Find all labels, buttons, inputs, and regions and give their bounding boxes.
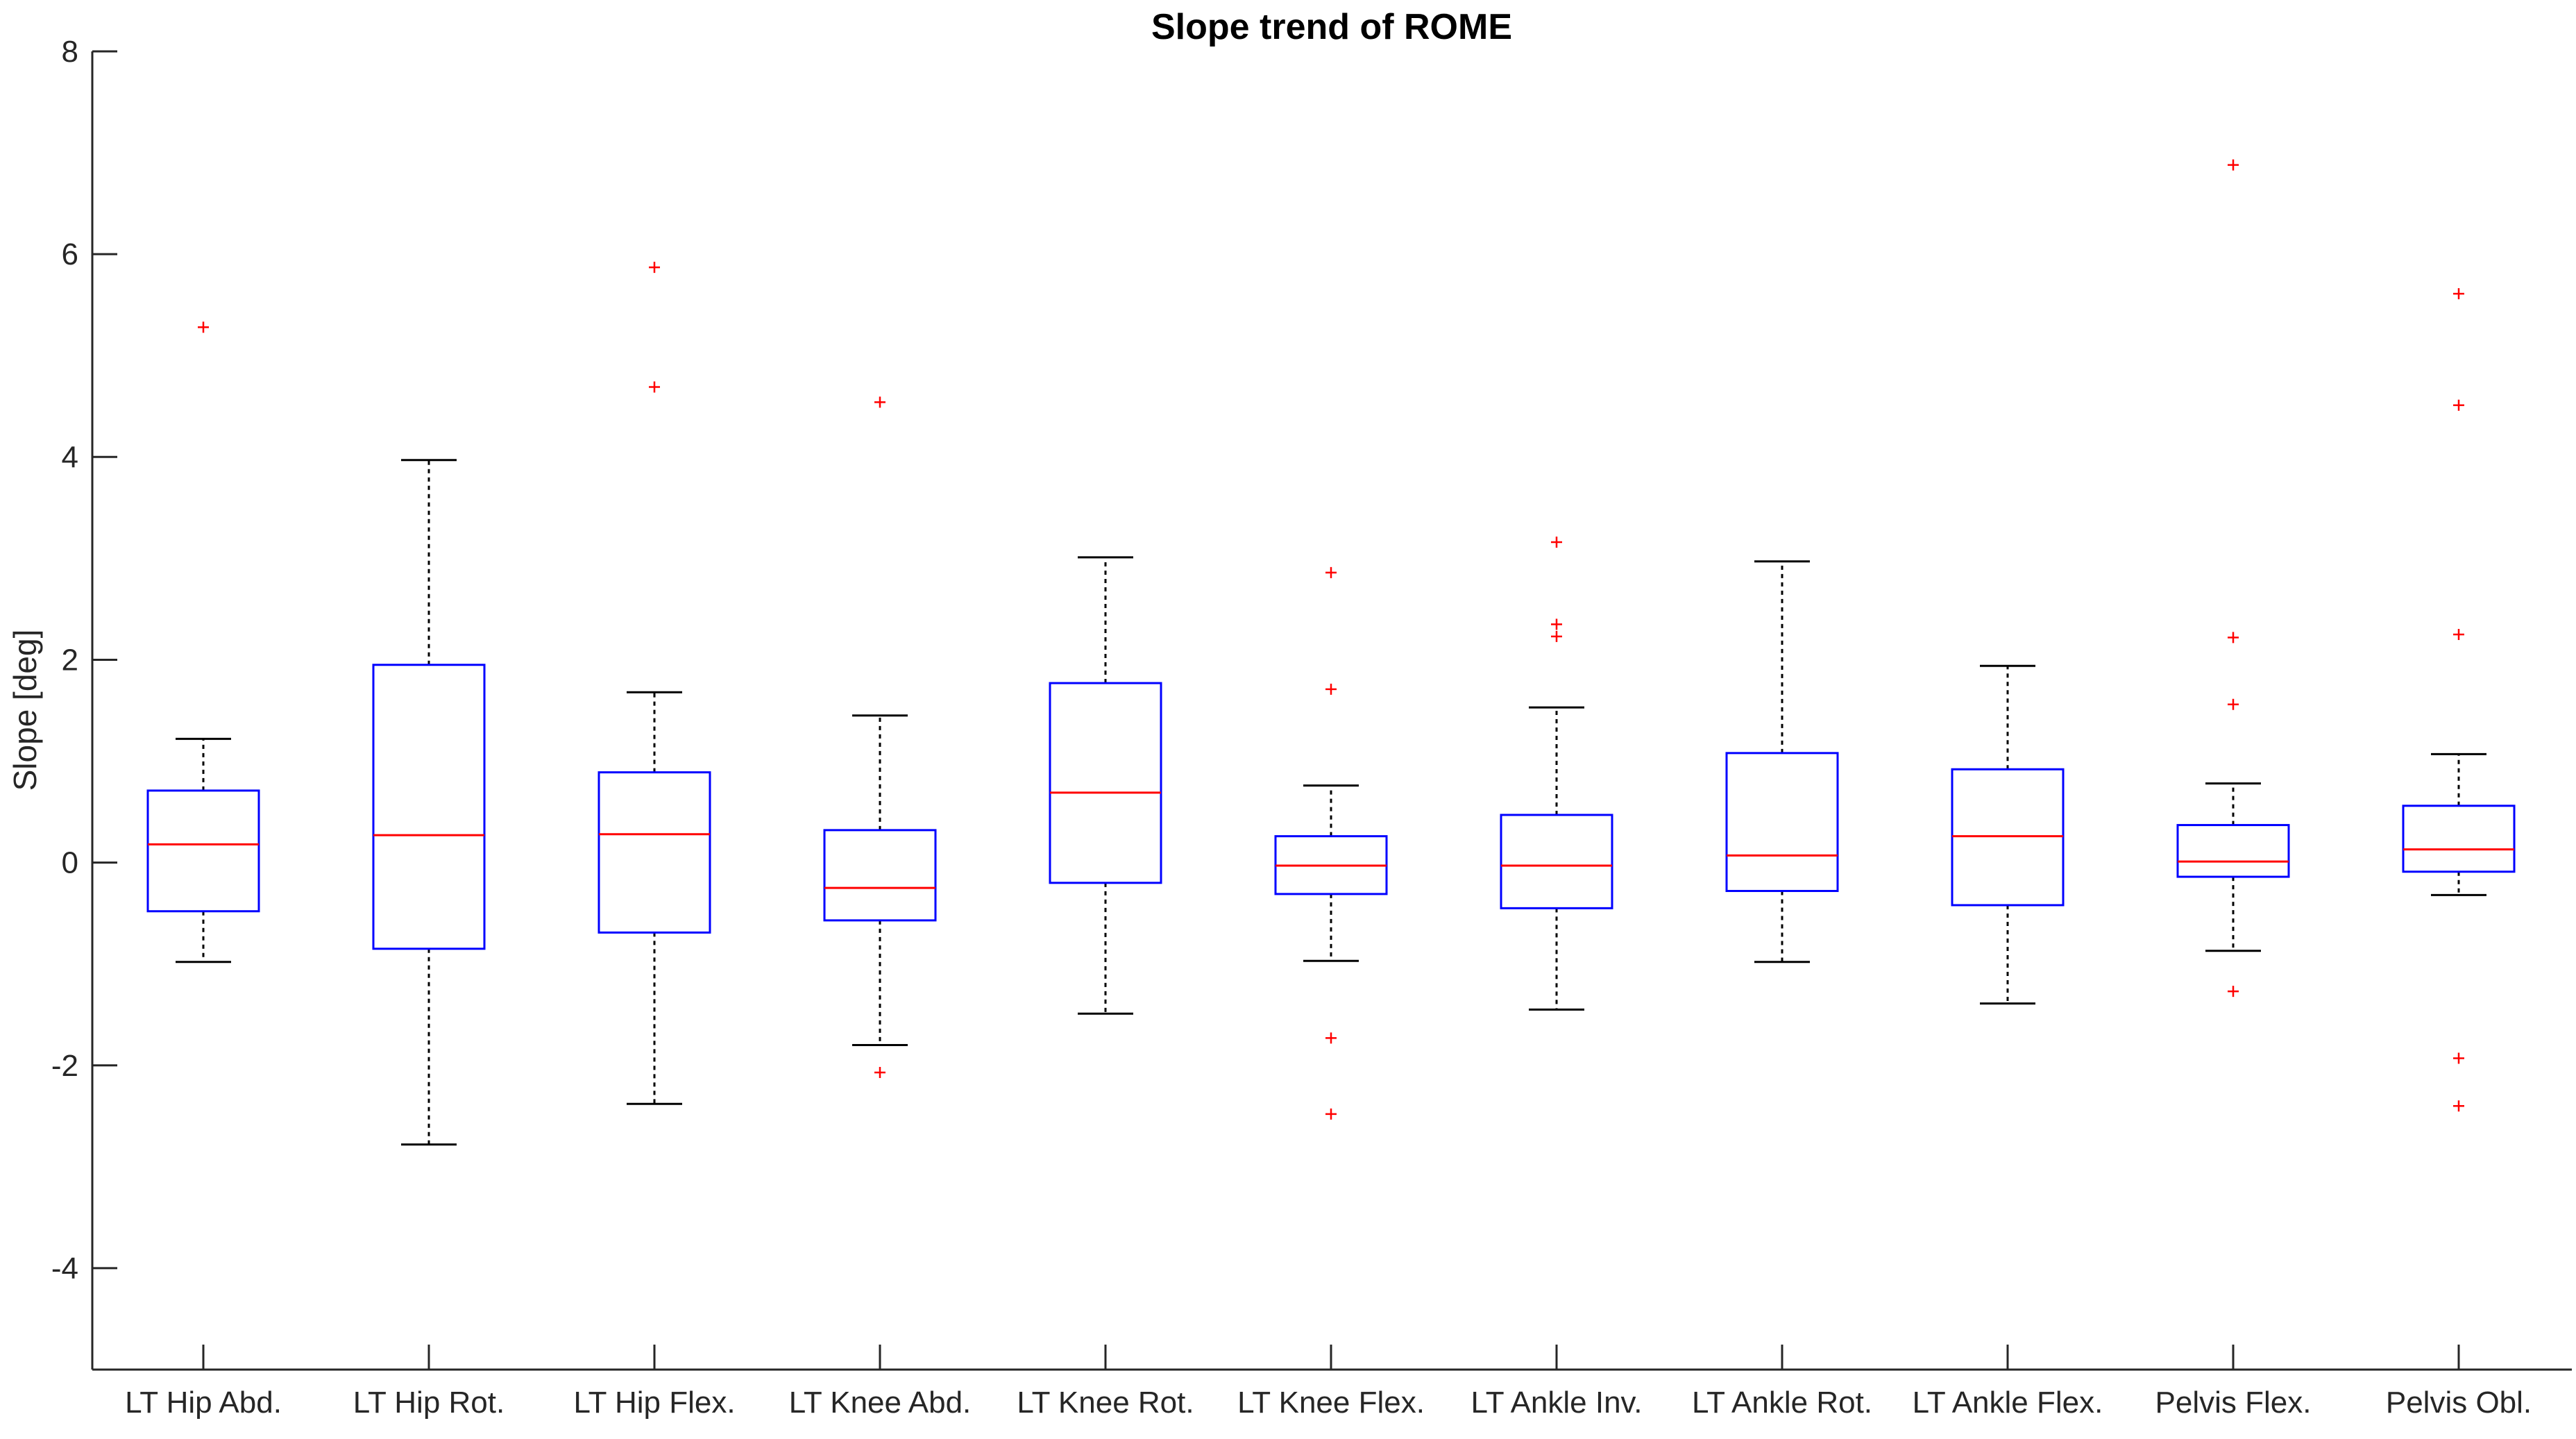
box-group — [2176, 159, 2290, 998]
x-tick-label: LT Ankle Rot. — [1692, 1386, 1872, 1420]
y-tick-label: 0 — [62, 846, 78, 880]
y-tick-label: -4 — [51, 1252, 78, 1286]
outlier-marker — [649, 262, 660, 274]
x-tick-label: LT Knee Abd. — [789, 1386, 972, 1420]
outlier-marker — [1325, 1108, 1337, 1120]
box-group — [2402, 288, 2516, 1112]
box-iqr — [1500, 814, 1613, 909]
box-group — [1274, 566, 1388, 1120]
outlier-marker — [2453, 288, 2464, 300]
outlier-marker — [2228, 698, 2239, 710]
outlier-marker — [2228, 986, 2239, 998]
y-ticks: -4 -2 0 2 4 6 8 — [51, 35, 117, 1286]
box-group — [146, 321, 260, 963]
outlier-marker — [1551, 618, 1562, 630]
x-tick-label: LT Hip Flex. — [573, 1386, 735, 1420]
y-tick-label: 8 — [62, 35, 78, 69]
box-group — [1951, 664, 2065, 1005]
y-tick-label: 4 — [62, 440, 78, 474]
outlier-marker — [1325, 1032, 1337, 1044]
box-iqr — [1049, 682, 1162, 884]
box-iqr — [2176, 824, 2290, 878]
box-group — [598, 262, 711, 1105]
y-tick-label: 6 — [62, 237, 78, 271]
outlier-marker — [874, 1066, 886, 1078]
y-axis-label: Slope [deg] — [7, 630, 43, 791]
x-tick-label: LT Ankle Flex. — [1913, 1386, 2103, 1420]
box-group — [823, 396, 937, 1078]
outlier-marker — [2228, 159, 2239, 171]
x-ticks: LT Hip Abd. LT Hip Rot. LT Hip Flex. LT Kne… — [125, 1345, 2532, 1420]
outlier-marker — [1551, 630, 1562, 642]
x-tick-label: LT Ankle Inv. — [1471, 1386, 1642, 1420]
outlier-marker — [1325, 566, 1337, 578]
x-tick-label: Pelvis Flex. — [2155, 1386, 2312, 1420]
outlier-marker — [1551, 537, 1562, 548]
box-iqr — [146, 789, 260, 913]
outlier-marker — [2453, 1100, 2464, 1112]
box-iqr — [2402, 805, 2516, 873]
box-iqr — [1725, 752, 1839, 893]
box-group — [1500, 537, 1613, 1011]
chart-title: Slope trend of ROME — [1151, 7, 1512, 47]
x-tick-label: LT Hip Rot. — [353, 1386, 505, 1420]
outlier-marker — [2453, 628, 2464, 640]
box-iqr — [598, 771, 711, 934]
outlier-marker — [649, 381, 660, 393]
box-iqr — [823, 829, 937, 922]
y-tick-label: -2 — [51, 1049, 78, 1083]
x-tick-label: LT Knee Rot. — [1017, 1386, 1194, 1420]
box-iqr — [372, 664, 486, 950]
x-tick-label: LT Knee Flex. — [1237, 1386, 1425, 1420]
x-tick-label: LT Hip Abd. — [125, 1386, 282, 1420]
outlier-marker — [198, 321, 209, 333]
box-group — [372, 459, 486, 1146]
outlier-marker — [1325, 683, 1337, 695]
y-tick-label: 2 — [62, 643, 78, 677]
outlier-marker — [2228, 632, 2239, 643]
box-group — [1049, 556, 1162, 1015]
outlier-marker — [2453, 399, 2464, 411]
outlier-marker — [874, 396, 886, 408]
x-tick-label: Pelvis Obl. — [2386, 1386, 2532, 1420]
outlier-marker — [2453, 1052, 2464, 1064]
boxes — [146, 159, 2516, 1146]
box-group — [1725, 560, 1839, 963]
